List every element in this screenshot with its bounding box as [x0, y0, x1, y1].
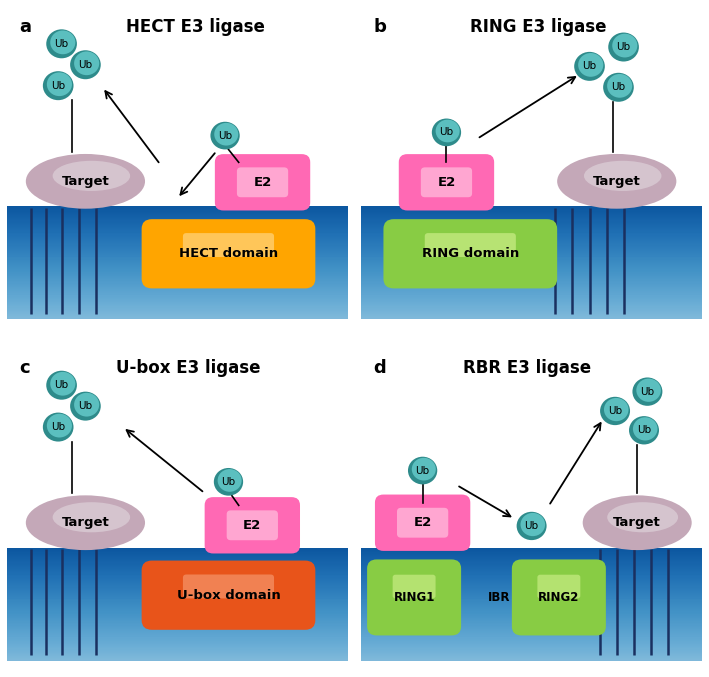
Text: RING2: RING2 — [538, 591, 579, 604]
FancyBboxPatch shape — [215, 154, 311, 211]
Text: Ub: Ub — [525, 521, 539, 531]
Circle shape — [636, 378, 661, 402]
Circle shape — [600, 397, 630, 425]
FancyBboxPatch shape — [183, 575, 274, 598]
Circle shape — [629, 416, 659, 445]
Text: RING E3 ligase: RING E3 ligase — [470, 18, 607, 36]
FancyBboxPatch shape — [142, 219, 316, 288]
Ellipse shape — [583, 496, 692, 550]
Text: Ub: Ub — [79, 60, 92, 70]
Circle shape — [607, 74, 632, 97]
Circle shape — [70, 50, 101, 79]
Circle shape — [50, 30, 75, 54]
FancyBboxPatch shape — [397, 508, 448, 538]
FancyBboxPatch shape — [393, 575, 435, 598]
Circle shape — [74, 393, 99, 416]
Circle shape — [214, 468, 243, 496]
Circle shape — [43, 71, 74, 100]
Circle shape — [608, 32, 639, 62]
Text: IBR: IBR — [488, 591, 510, 604]
Circle shape — [412, 458, 436, 481]
Text: Ub: Ub — [79, 401, 92, 411]
Ellipse shape — [26, 496, 145, 550]
Text: RING domain: RING domain — [422, 247, 519, 260]
Text: Target: Target — [62, 175, 109, 188]
Text: d: d — [373, 359, 386, 378]
Circle shape — [613, 34, 637, 58]
Ellipse shape — [584, 161, 661, 191]
Text: Ub: Ub — [221, 477, 235, 487]
FancyBboxPatch shape — [205, 497, 300, 554]
FancyBboxPatch shape — [425, 233, 516, 257]
FancyBboxPatch shape — [421, 167, 472, 197]
Text: c: c — [19, 359, 30, 378]
Circle shape — [47, 414, 72, 437]
Text: Ub: Ub — [218, 131, 232, 141]
Circle shape — [46, 29, 77, 58]
Text: Ub: Ub — [617, 42, 630, 52]
Ellipse shape — [52, 502, 130, 532]
Text: U-box domain: U-box domain — [177, 589, 280, 602]
Text: Ub: Ub — [55, 39, 69, 49]
Circle shape — [603, 73, 634, 102]
FancyBboxPatch shape — [398, 154, 494, 211]
Circle shape — [214, 123, 238, 146]
Text: E2: E2 — [413, 517, 432, 529]
Text: E2: E2 — [253, 176, 272, 189]
Text: RING1: RING1 — [393, 591, 435, 604]
Ellipse shape — [557, 154, 676, 209]
Circle shape — [633, 417, 657, 441]
Circle shape — [432, 118, 461, 146]
Circle shape — [70, 391, 101, 420]
FancyBboxPatch shape — [227, 510, 278, 540]
Ellipse shape — [26, 154, 145, 209]
FancyBboxPatch shape — [183, 233, 274, 257]
Text: E2: E2 — [243, 519, 262, 532]
Text: Ub: Ub — [55, 380, 69, 390]
Circle shape — [43, 412, 74, 441]
Text: HECT E3 ligase: HECT E3 ligase — [126, 18, 265, 36]
Circle shape — [520, 513, 545, 536]
Text: Ub: Ub — [637, 425, 651, 435]
Text: b: b — [373, 18, 386, 36]
Text: Ub: Ub — [51, 81, 65, 91]
Circle shape — [604, 398, 629, 421]
FancyBboxPatch shape — [375, 494, 470, 551]
Text: Ub: Ub — [611, 83, 625, 92]
Circle shape — [211, 122, 240, 150]
Circle shape — [218, 469, 242, 492]
Text: Ub: Ub — [640, 387, 654, 397]
Text: Ub: Ub — [608, 406, 622, 416]
Text: E2: E2 — [437, 176, 456, 189]
FancyBboxPatch shape — [512, 559, 606, 636]
Circle shape — [632, 378, 662, 406]
Circle shape — [574, 52, 605, 81]
Text: Target: Target — [613, 517, 661, 529]
FancyBboxPatch shape — [237, 167, 288, 197]
Circle shape — [74, 51, 99, 75]
Text: HECT domain: HECT domain — [179, 247, 278, 260]
FancyBboxPatch shape — [537, 575, 580, 598]
Circle shape — [408, 457, 437, 485]
Circle shape — [435, 120, 459, 142]
Text: Ub: Ub — [440, 127, 454, 137]
Text: Ub: Ub — [583, 62, 596, 71]
FancyBboxPatch shape — [367, 559, 461, 636]
Ellipse shape — [52, 161, 130, 191]
Circle shape — [578, 53, 603, 77]
Text: a: a — [19, 18, 31, 36]
Text: Ub: Ub — [51, 422, 65, 432]
Text: RBR E3 ligase: RBR E3 ligase — [464, 359, 591, 378]
Text: Target: Target — [593, 175, 641, 188]
Text: U-box E3 ligase: U-box E3 ligase — [116, 359, 261, 378]
Circle shape — [47, 72, 72, 96]
Text: Ub: Ub — [415, 466, 430, 475]
Circle shape — [517, 512, 547, 540]
Ellipse shape — [607, 502, 678, 532]
FancyBboxPatch shape — [384, 219, 557, 288]
Circle shape — [46, 371, 77, 399]
FancyBboxPatch shape — [142, 561, 316, 630]
Circle shape — [50, 372, 75, 395]
Text: Target: Target — [62, 517, 109, 529]
